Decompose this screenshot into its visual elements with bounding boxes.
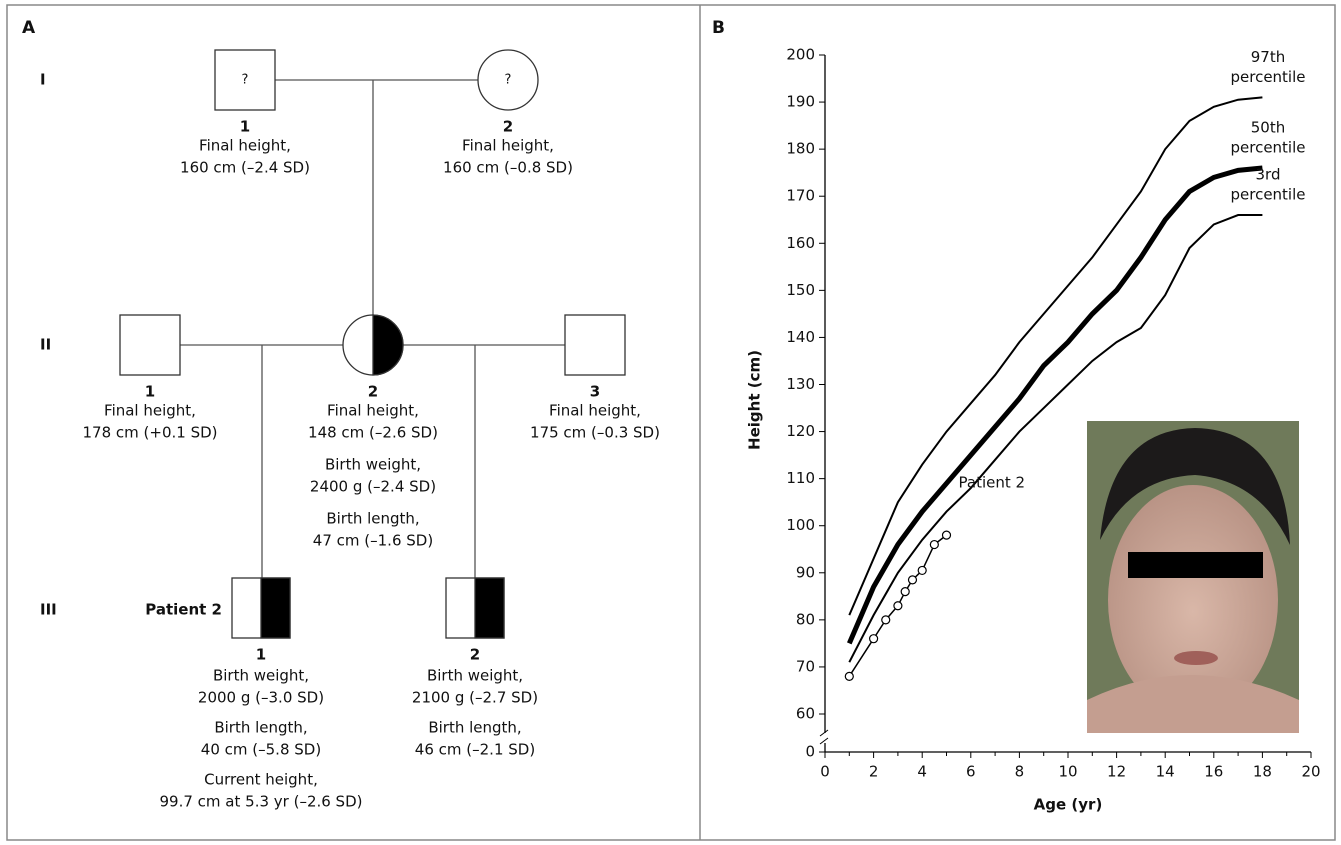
individual-note: 160 cm (–0.8 SD) — [443, 159, 573, 177]
x-tick-label: 20 — [1301, 763, 1320, 781]
data-point — [868, 634, 879, 644]
y-tick-label: 180 — [786, 140, 815, 158]
axis-break — [819, 729, 829, 745]
y-tick-label: 190 — [786, 93, 815, 111]
pedigree-lines — [180, 79, 565, 578]
individual-number: 2 — [503, 118, 513, 136]
x-tick-label: 10 — [1058, 763, 1077, 781]
x-tick-label: 0 — [820, 763, 830, 781]
data-point — [941, 530, 952, 540]
data-point — [881, 615, 891, 625]
individual-number: 2 — [470, 646, 480, 664]
x-tick-label: 12 — [1107, 763, 1126, 781]
x-tick-label: 6 — [966, 763, 976, 781]
individual-note: 46 cm (–2.1 SD) — [415, 741, 535, 759]
y-tick-label: 130 — [786, 375, 815, 393]
y-tick-label: 70 — [796, 657, 815, 675]
individual-note: Birth weight, — [325, 456, 421, 474]
individual-number: 1 — [256, 646, 266, 664]
individual-note: 40 cm (–5.8 SD) — [201, 741, 321, 759]
individual-note: 2400 g (–2.4 SD) — [310, 478, 436, 496]
data-point — [844, 671, 854, 681]
data-point — [893, 601, 903, 611]
individual-note: Final height, — [327, 402, 419, 420]
growth-curve — [848, 214, 1263, 663]
y-tick-label: 80 — [796, 610, 815, 628]
panel-label: A — [22, 18, 36, 38]
individual-number: 1 — [240, 118, 250, 136]
data-point — [900, 587, 910, 597]
panel-label: B — [712, 18, 725, 38]
x-tick-label: 14 — [1156, 763, 1175, 781]
generation-label: III — [40, 601, 57, 619]
x-tick-label: 8 — [1015, 763, 1025, 781]
series-label: percentile — [1230, 138, 1305, 156]
data-point — [907, 575, 918, 585]
x-axis-label: Age (yr) — [1034, 796, 1103, 814]
individual-note: Final height, — [104, 402, 196, 420]
series-label: 97th — [1251, 48, 1285, 66]
individual-note: 2000 g (–3.0 SD) — [198, 689, 324, 707]
individual-note: Birth length, — [214, 719, 307, 737]
y-tick-label: 120 — [786, 422, 815, 440]
individual-note: 148 cm (–2.6 SD) — [308, 424, 438, 442]
patient-photo — [1087, 421, 1299, 733]
x-tick-label: 18 — [1253, 763, 1272, 781]
y-tick-label: 160 — [786, 234, 815, 252]
series-label: percentile — [1230, 68, 1305, 86]
generation-label: II — [40, 336, 51, 354]
individual-note: Birth length, — [326, 510, 419, 528]
y-tick-label: 100 — [786, 516, 815, 534]
individual-number: 2 — [368, 383, 378, 401]
unknown-symbol: ? — [242, 73, 249, 88]
individual-note: 99.7 cm at 5.3 yr (–2.6 SD) — [160, 793, 363, 811]
individual-note: Current height, — [204, 771, 318, 789]
series-label: 3rd — [1256, 166, 1281, 184]
y-tick-label: 140 — [786, 328, 815, 346]
individual-number: 3 — [590, 383, 600, 401]
individual-note: 160 cm (–2.4 SD) — [180, 159, 310, 177]
pedigree-symbols — [119, 49, 626, 639]
x-tick-label: 16 — [1204, 763, 1223, 781]
individual-number: 1 — [145, 383, 155, 401]
growth-curve — [847, 165, 1263, 645]
individual-note: Birth weight, — [427, 667, 523, 685]
individual-note: Birth weight, — [213, 667, 309, 685]
y-tick-label: 0 — [805, 743, 815, 761]
series-label: percentile — [1230, 186, 1305, 204]
unknown-symbol: ? — [505, 73, 512, 88]
individual-note: Final height, — [199, 137, 291, 155]
individual-note: Birth length, — [428, 719, 521, 737]
individual-note: 175 cm (–0.3 SD) — [530, 424, 660, 442]
y-tick-label: 150 — [786, 281, 815, 299]
data-point — [917, 565, 927, 576]
y-axis-label: Height (cm) — [746, 350, 764, 450]
y-tick-label: 110 — [786, 469, 815, 487]
individual-note: 2100 g (–2.7 SD) — [412, 689, 538, 707]
individual-note: 178 cm (+0.1 SD) — [83, 424, 218, 442]
individual-note: 47 cm (–1.6 SD) — [313, 532, 433, 550]
series-label: Patient 2 — [959, 474, 1026, 492]
generation-label: I — [40, 71, 46, 89]
y-tick-label: 60 — [796, 705, 815, 723]
data-point — [929, 539, 939, 550]
y-tick-label: 90 — [796, 563, 815, 581]
growth-curve — [848, 96, 1263, 616]
proband-label: Patient 2 — [145, 601, 222, 619]
y-tick-label: 170 — [786, 187, 815, 205]
x-tick-label: 2 — [869, 763, 879, 781]
y-tick-label: 200 — [786, 46, 815, 64]
x-tick-label: 4 — [917, 763, 927, 781]
individual-note: Final height, — [549, 402, 641, 420]
individual-note: Final height, — [462, 137, 554, 155]
series-label: 50th — [1251, 118, 1285, 136]
